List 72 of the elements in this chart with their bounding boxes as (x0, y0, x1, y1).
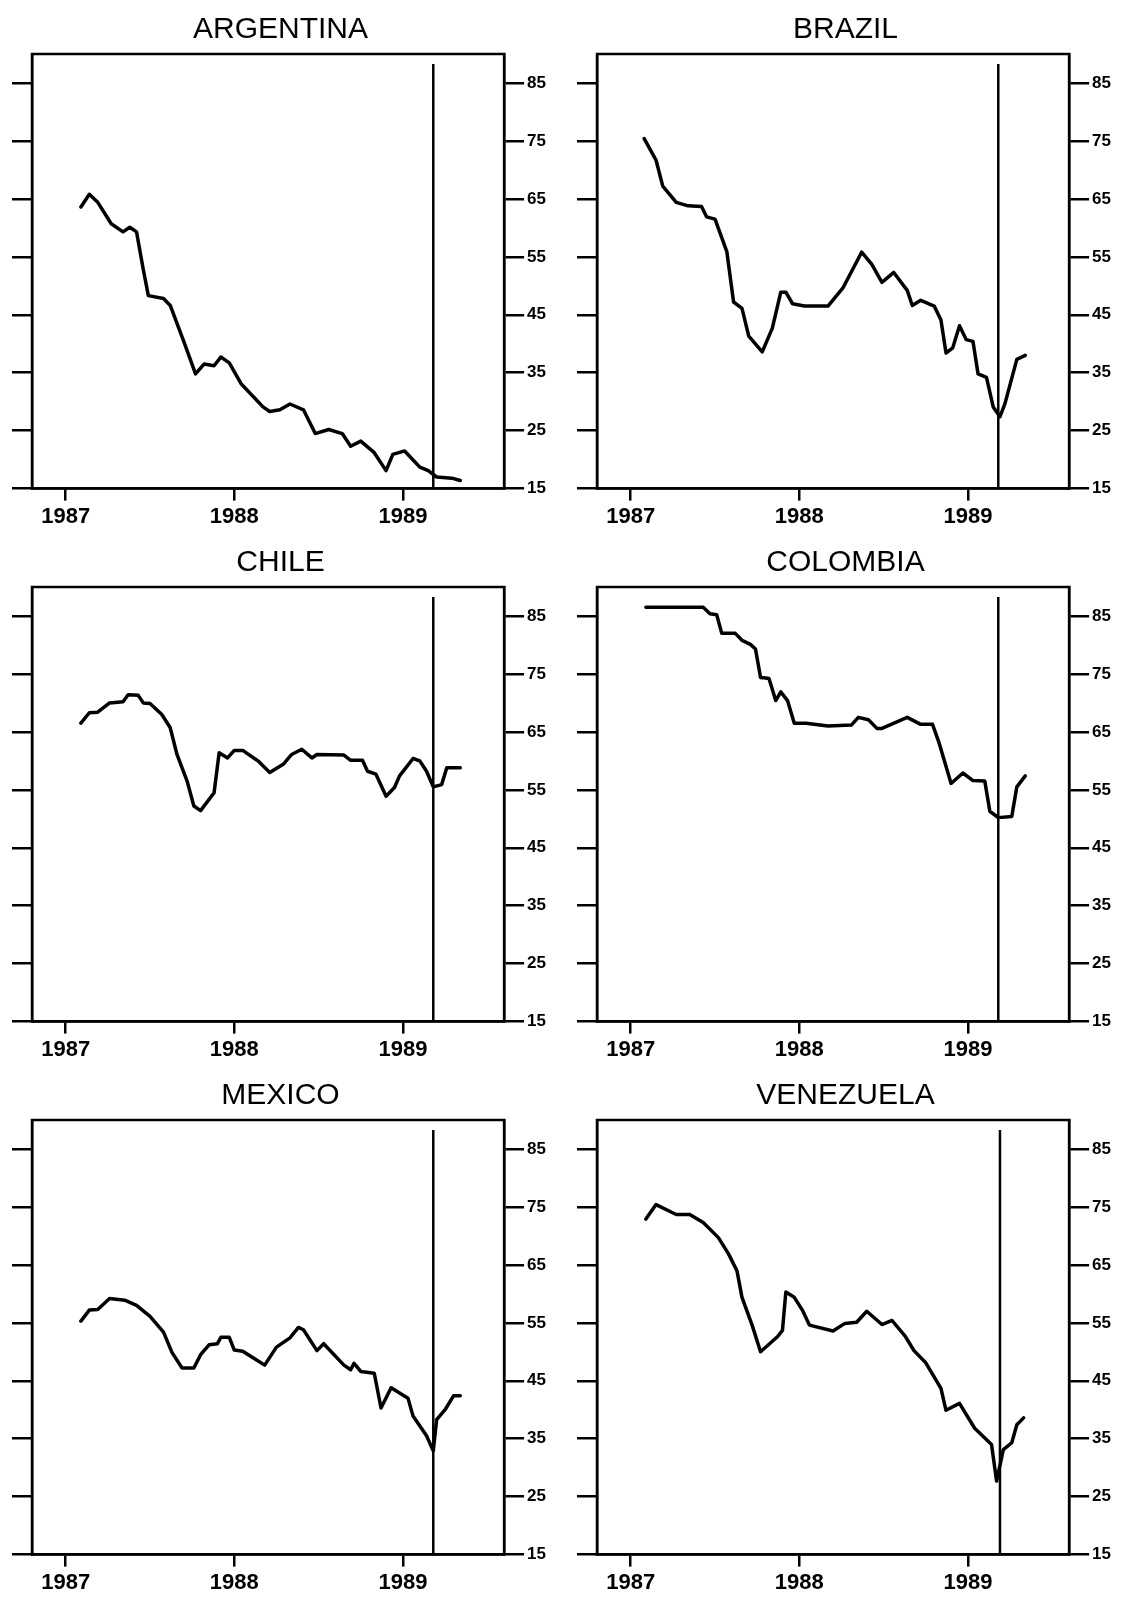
y-tick-label: 85 (1092, 605, 1112, 625)
x-tick-label: 1987 (606, 1568, 656, 1594)
y-tick-label: 35 (527, 895, 547, 915)
y-tick-label: 85 (527, 72, 547, 92)
x-tick-label: 1987 (41, 1568, 91, 1594)
y-tick-label: 45 (527, 304, 547, 324)
x-tick-label: 1987 (41, 502, 91, 528)
y-tick-label: 55 (527, 246, 547, 266)
x-tick-label: 1989 (378, 502, 428, 528)
y-tick-label: 65 (1092, 188, 1112, 208)
y-tick-label: 25 (1092, 1486, 1112, 1506)
y-tick-label: 85 (1092, 1138, 1112, 1158)
y-tick-label: 15 (1092, 1544, 1112, 1564)
x-tick-label: 1988 (774, 1035, 824, 1061)
x-tick-label: 1988 (774, 1568, 824, 1594)
y-tick-label: 75 (527, 130, 547, 150)
x-tick-label: 1987 (606, 502, 656, 528)
x-tick-label: 1988 (209, 1035, 259, 1061)
y-tick-label: 15 (527, 1011, 547, 1031)
y-tick-label: 35 (1092, 895, 1112, 915)
chart-title: BRAZIL (792, 11, 899, 45)
y-tick-label: 15 (527, 1544, 547, 1564)
y-tick-label: 65 (1092, 721, 1112, 741)
y-tick-label: 75 (1092, 663, 1112, 683)
y-tick-label: 45 (1092, 837, 1112, 857)
y-tick-label: 75 (527, 663, 547, 683)
x-tick-label: 1989 (378, 1035, 428, 1061)
chart-title: COLOMBIA (766, 544, 925, 578)
chart-title: CHILE (236, 544, 325, 578)
chart-title: MEXICO (221, 1077, 340, 1111)
y-tick-label: 65 (527, 721, 547, 741)
y-tick-label: 55 (1092, 1312, 1112, 1332)
x-tick-label: 1989 (378, 1568, 428, 1594)
y-tick-label: 65 (527, 1254, 547, 1274)
x-tick-label: 1988 (209, 1568, 259, 1594)
y-tick-label: 25 (1092, 953, 1112, 973)
y-tick-label: 85 (527, 1138, 547, 1158)
y-tick-label: 65 (1092, 1254, 1112, 1274)
x-tick-label: 1988 (209, 502, 259, 528)
y-tick-label: 45 (527, 1370, 547, 1390)
y-tick-label: 75 (527, 1196, 547, 1216)
x-tick-label: 1988 (774, 502, 824, 528)
x-tick-label: 1989 (943, 1568, 993, 1594)
x-tick-label: 1989 (943, 1035, 993, 1061)
y-tick-label: 25 (527, 1486, 547, 1506)
x-tick-label: 1987 (606, 1035, 656, 1061)
y-tick-label: 45 (527, 837, 547, 857)
x-tick-label: 1989 (943, 502, 993, 528)
y-tick-label: 25 (527, 420, 547, 440)
y-tick-label: 35 (1092, 1428, 1112, 1448)
x-tick-label: 1987 (41, 1035, 91, 1061)
y-tick-label: 85 (527, 605, 547, 625)
y-tick-label: 45 (1092, 304, 1112, 324)
y-tick-label: 75 (1092, 130, 1112, 150)
y-tick-label: 35 (527, 1428, 547, 1448)
y-tick-label: 15 (527, 478, 547, 498)
chart-title: VENEZUELA (756, 1077, 935, 1111)
y-tick-label: 55 (1092, 779, 1112, 799)
y-tick-label: 55 (1092, 246, 1112, 266)
y-tick-label: 25 (527, 953, 547, 973)
y-tick-label: 35 (1092, 362, 1112, 382)
y-tick-label: 15 (1092, 478, 1112, 498)
y-tick-label: 65 (527, 188, 547, 208)
y-tick-label: 45 (1092, 1370, 1112, 1390)
y-tick-label: 25 (1092, 420, 1112, 440)
y-tick-label: 75 (1092, 1196, 1112, 1216)
y-tick-label: 15 (1092, 1011, 1112, 1031)
chart-title: ARGENTINA (192, 11, 369, 45)
y-tick-label: 55 (527, 779, 547, 799)
y-tick-label: 55 (527, 1312, 547, 1332)
y-tick-label: 35 (527, 362, 547, 382)
y-tick-label: 85 (1092, 72, 1112, 92)
